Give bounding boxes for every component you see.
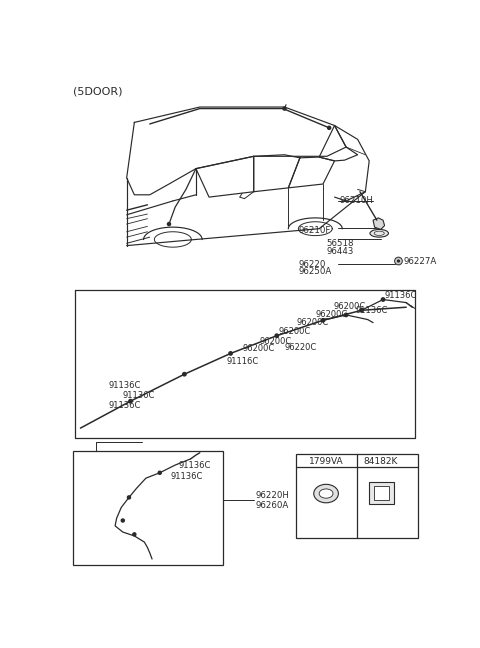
Text: 91136C: 91136C <box>178 461 211 470</box>
Text: 91136C: 91136C <box>123 391 155 400</box>
FancyBboxPatch shape <box>73 451 223 565</box>
Circle shape <box>345 313 348 317</box>
Ellipse shape <box>319 489 333 498</box>
Circle shape <box>129 399 132 403</box>
Text: 96200C: 96200C <box>297 318 329 327</box>
Circle shape <box>397 260 399 262</box>
Text: 96220C: 96220C <box>285 343 317 352</box>
FancyBboxPatch shape <box>374 486 389 500</box>
Circle shape <box>127 496 131 499</box>
Circle shape <box>183 373 186 376</box>
Text: 91136C: 91136C <box>170 472 203 481</box>
Text: 91136C: 91136C <box>109 381 141 390</box>
Text: 1799VA: 1799VA <box>309 457 343 466</box>
Text: 96220H: 96220H <box>255 491 289 500</box>
Circle shape <box>158 471 161 474</box>
Text: 91136C: 91136C <box>109 400 141 410</box>
Circle shape <box>229 352 232 355</box>
Circle shape <box>283 107 286 110</box>
Ellipse shape <box>370 229 388 237</box>
Polygon shape <box>373 218 384 229</box>
Circle shape <box>121 519 124 522</box>
Circle shape <box>328 126 331 130</box>
Text: 96227A: 96227A <box>404 257 437 266</box>
Text: 91136C: 91136C <box>355 306 388 315</box>
Circle shape <box>133 533 136 536</box>
FancyBboxPatch shape <box>296 454 418 538</box>
Text: 91136C: 91136C <box>384 291 417 300</box>
Text: 96250A: 96250A <box>299 268 332 276</box>
Text: 96200C: 96200C <box>278 327 311 336</box>
Circle shape <box>275 334 278 338</box>
Text: 84182K: 84182K <box>363 457 398 466</box>
Text: 96210F: 96210F <box>299 226 331 235</box>
Text: 91116C: 91116C <box>227 356 259 365</box>
Text: 96260A: 96260A <box>255 502 288 511</box>
Text: 96200C: 96200C <box>260 336 292 345</box>
Text: 96220: 96220 <box>299 260 326 269</box>
Ellipse shape <box>314 484 338 503</box>
Text: (5DOOR): (5DOOR) <box>73 87 122 97</box>
Circle shape <box>168 222 170 226</box>
Circle shape <box>321 319 324 322</box>
Circle shape <box>382 298 385 301</box>
Text: 96200C: 96200C <box>242 344 275 353</box>
Text: 96200C: 96200C <box>315 310 348 319</box>
Text: 96210H: 96210H <box>340 196 374 205</box>
Text: 56518: 56518 <box>327 239 354 248</box>
Circle shape <box>360 308 363 312</box>
FancyBboxPatch shape <box>369 482 394 503</box>
Text: 96200C: 96200C <box>334 302 366 311</box>
Text: 96443: 96443 <box>327 246 354 255</box>
Ellipse shape <box>395 257 402 265</box>
